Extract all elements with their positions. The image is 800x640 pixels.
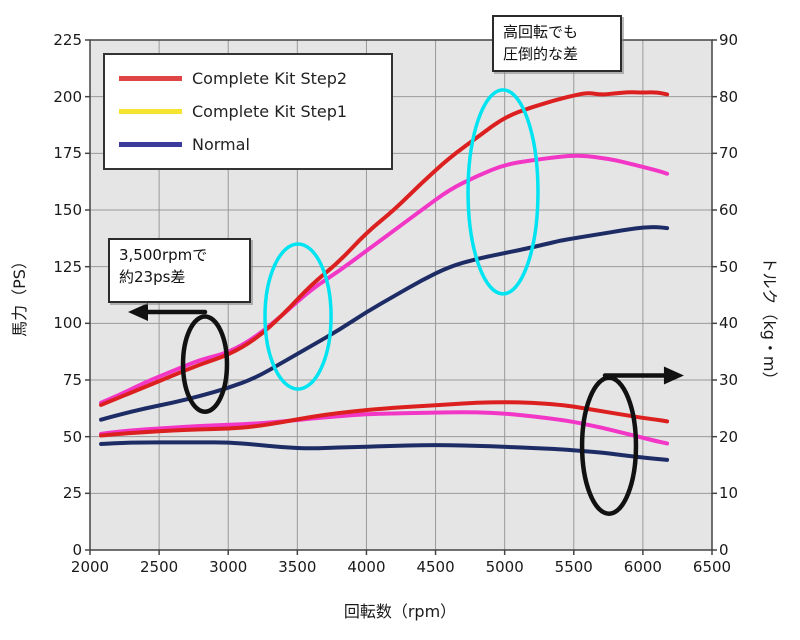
annotation-arrowhead [128,303,149,321]
y-right-tick-label: 10 [719,484,739,503]
annotation-line: 3,500rpmで [119,246,208,264]
legend-item-label: Complete Kit Step2 [192,69,348,88]
y-left-tick-label: 25 [62,484,82,503]
y-axis-left-title: 馬力（PS） [10,253,29,337]
x-tick-label: 4000 [347,558,386,576]
torque-curve [99,440,670,462]
legend-swatch-line [119,76,182,81]
annotation-line: 圧倒的な差 [503,44,579,63]
y-left-tick-label: 75 [62,371,82,389]
legend-item-label: Normal [192,135,250,154]
torque-curve [99,400,670,438]
y-right-tick-label: 0 [719,541,729,559]
annotation-3500rpm-callout: 3,500rpmで 約23ps差 [108,238,251,303]
y-left-tick-label: 200 [53,87,82,106]
legend: Complete Kit Step2 Complete Kit Step1 Norm… [103,53,393,170]
y-right-tick-label: 50 [719,257,739,276]
y-right-tick-label: 70 [719,144,739,163]
legend-swatch-line [119,142,182,147]
legend-item-label: Complete Kit Step1 [192,102,348,121]
legend-item: Complete Kit Step1 [105,102,391,121]
annotation-arrowhead [663,366,684,385]
x-tick-label: 2000 [70,558,110,576]
x-tick-label: 3500 [278,558,317,576]
x-tick-label: 6000 [623,558,662,576]
highlight-ellipse [180,314,230,414]
highlight-ellipse [263,242,333,391]
annotation-line: 約23ps差 [119,267,186,286]
power-curve [99,225,670,422]
x-tick-label: 5500 [554,558,593,576]
x-tick-label: 3000 [209,558,248,576]
y-left-tick-label: 125 [53,257,82,276]
y-left-tick-label: 100 [53,314,82,333]
y-right-tick-label: 60 [719,201,739,219]
legend-item: Complete Kit Step2 [105,69,391,88]
y-left-tick-label: 150 [53,201,82,219]
legend-item: Normal [105,135,391,154]
y-left-tick-label: 50 [62,427,82,446]
y-right-tick-label: 90 [719,31,739,49]
highlight-ellipse [466,88,540,296]
annotation-line: 高回転でも [503,23,579,41]
y-left-tick-label: 175 [53,144,82,163]
y-right-tick-label: 20 [719,427,739,446]
x-tick-label: 2500 [140,558,179,576]
annotation-high-rpm-callout: 高回転でも 圧倒的な差 [492,15,622,72]
plot-frame [89,39,713,551]
highlight-ellipse [579,375,639,516]
x-tick-label: 4500 [416,558,455,576]
y-right-tick-label: 40 [719,314,739,333]
x-axis-title: 回転数（rpm） [343,602,457,621]
y-right-tick-label: 30 [719,371,739,389]
y-right-tick-label: 80 [719,87,739,106]
power-curve [99,90,670,407]
x-tick-label: 6500 [692,558,732,576]
torque-curve [99,410,670,446]
y-left-tick-label: 0 [72,541,82,559]
power-curve [99,153,670,405]
x-tick-label: 5000 [485,558,524,576]
legend-swatch-line [119,109,182,114]
y-left-tick-label: 225 [53,31,82,49]
